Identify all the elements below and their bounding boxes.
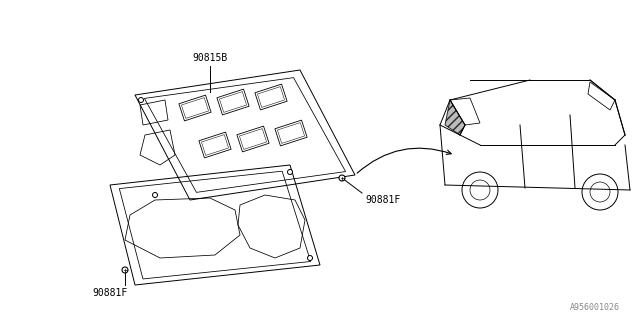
Circle shape [590,182,610,202]
Circle shape [138,98,143,102]
Circle shape [287,170,292,174]
Circle shape [470,180,490,200]
Text: 90815B: 90815B [193,53,228,63]
FancyArrowPatch shape [357,148,451,173]
Circle shape [122,267,128,273]
Polygon shape [445,100,465,135]
Circle shape [582,174,618,210]
Text: 90881F: 90881F [365,195,400,205]
Circle shape [462,172,498,208]
Circle shape [307,255,312,260]
Circle shape [152,193,157,197]
Text: 90881F: 90881F [92,288,127,298]
Circle shape [339,175,345,181]
Text: A956001026: A956001026 [570,303,620,312]
